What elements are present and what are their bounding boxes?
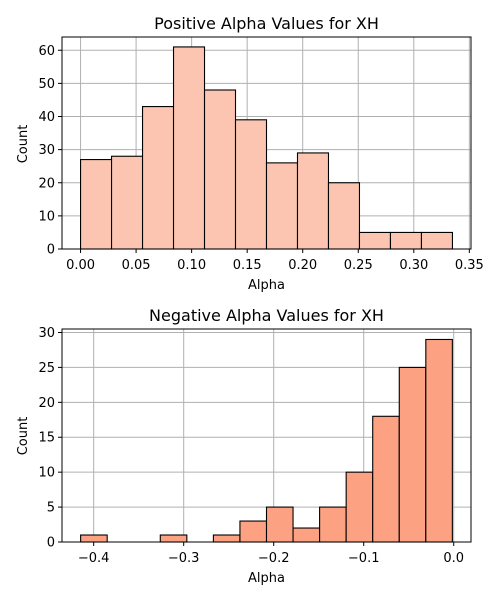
histogram-bar [296,152,330,250]
y-tick-label: 5 [47,501,55,516]
histogram-bar [292,527,321,543]
y-tick-label: 30 [38,143,55,158]
histogram-bar [80,534,108,543]
x-axis-label: Alpha [248,571,285,586]
chart-title: Negative Alpha Values for XH [149,306,384,325]
bars [80,338,453,543]
x-tick-label: 0.05 [122,258,151,273]
x-axis-ticks: 0.00 0.05 0.10 0.15 0.20 0.25 0.30 0.35 [66,249,484,273]
axes-frame [61,36,472,250]
histogram-bar [265,162,299,250]
x-tick-label: −0.3 [168,551,200,566]
x-tick-label: 0.35 [455,258,484,273]
x-tick-label: −0.2 [258,551,290,566]
histogram-bar [265,506,294,543]
y-axis-ticks: 0 10 20 30 40 50 60 [38,44,62,258]
histogram-bar [319,506,347,543]
histogram-bar [141,106,175,250]
histogram-bar [110,155,144,250]
histogram-bar [372,415,400,543]
histogram-bar [234,119,268,250]
histogram-bar [425,338,453,543]
x-tick-label: −0.1 [348,551,380,566]
y-axis-label: Count [16,417,31,456]
histogram-bar [398,366,427,543]
y-tick-label: 0 [47,536,55,551]
histogram-bar [358,231,392,250]
bars [80,46,453,250]
axes-frame [61,328,472,543]
x-tick-label: 0.20 [288,258,317,273]
positive-alpha-histogram: Positive Alpha Values for XH Alpha Count… [16,14,484,293]
y-tick-label: 20 [38,176,55,191]
y-tick-label: 20 [38,396,55,411]
y-tick-label: 25 [38,361,55,376]
x-tick-label: 0.10 [177,258,206,273]
histogram-bar [420,231,453,250]
histogram-bar [172,46,206,250]
histogram-bar [345,471,374,543]
negative-alpha-histogram: Negative Alpha Values for XH Alpha Count… [16,306,472,586]
x-tick-label: 0.30 [399,258,428,273]
y-axis-ticks: 0 5 10 15 20 25 30 [38,326,62,551]
histogram-bar [212,534,241,543]
x-tick-label: 0.0 [443,551,464,566]
histogram-bar [203,89,237,250]
x-tick-label: 0.00 [66,258,95,273]
histogram-bar [389,231,423,250]
y-tick-label: 40 [38,110,55,125]
y-tick-label: 0 [47,243,55,258]
x-axis-ticks: −0.4 −0.3 −0.2 −0.1 0.0 [78,542,464,566]
y-tick-label: 50 [38,77,55,92]
y-axis-label: Count [16,125,31,164]
x-tick-label: 0.15 [233,258,262,273]
histogram-bar [159,534,188,543]
chart-title: Positive Alpha Values for XH [154,14,379,33]
histogram-bar [239,520,268,543]
x-tick-label: 0.25 [344,258,373,273]
y-tick-label: 10 [38,209,55,224]
y-tick-label: 30 [38,326,55,341]
y-tick-label: 10 [38,466,55,481]
y-tick-label: 60 [38,44,55,59]
x-axis-label: Alpha [248,278,285,293]
histogram-bar [80,159,113,250]
x-tick-label: −0.4 [78,551,110,566]
histogram-bar [327,182,361,250]
y-tick-label: 15 [38,431,55,446]
